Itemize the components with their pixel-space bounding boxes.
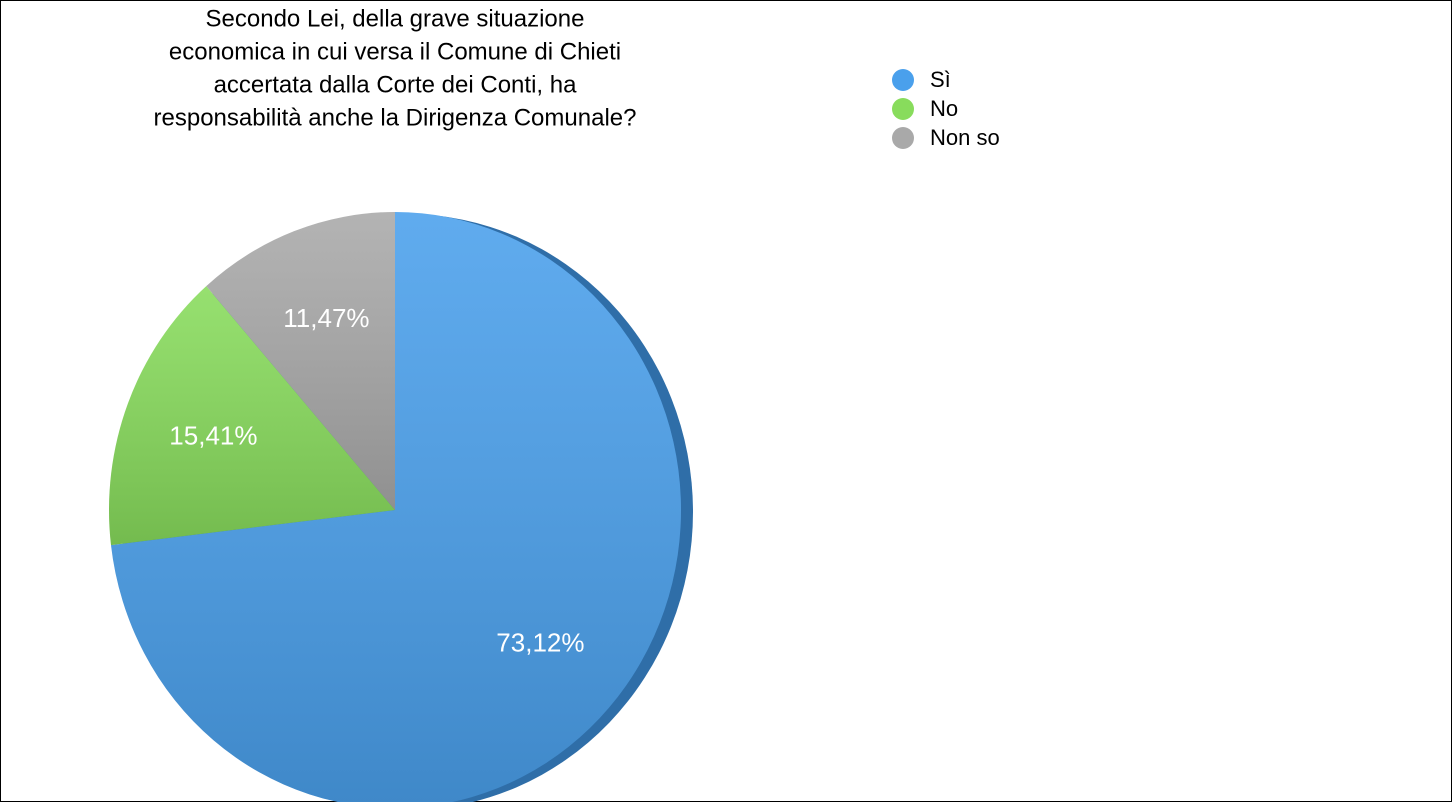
slice-shade bbox=[108, 286, 395, 546]
data-label: 15,41% bbox=[169, 420, 257, 450]
chart-title: accertata dalla Corte dei Conti, ha bbox=[214, 71, 578, 98]
chart-title: responsabilità anche la Dirigenza Comuna… bbox=[154, 104, 637, 131]
chart-title: Secondo Lei, della grave situazione bbox=[206, 5, 585, 32]
data-label: 73,12% bbox=[496, 627, 584, 657]
legend-marker bbox=[892, 127, 914, 149]
slice-shade bbox=[206, 212, 395, 510]
legend-label: Sì bbox=[930, 67, 951, 92]
data-label: 11,47% bbox=[283, 303, 369, 333]
legend-label: No bbox=[930, 96, 958, 121]
slice-shade bbox=[110, 212, 681, 802]
legend-label: Non so bbox=[930, 125, 1000, 150]
chart-title: economica in cui versa il Comune di Chie… bbox=[169, 38, 621, 65]
legend-marker bbox=[892, 69, 914, 91]
legend-marker bbox=[892, 98, 914, 120]
